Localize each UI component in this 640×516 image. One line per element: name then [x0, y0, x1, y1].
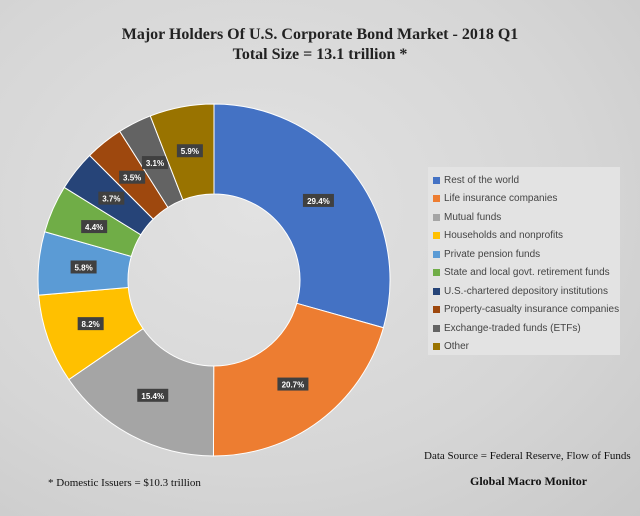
legend-swatch [433, 324, 440, 332]
data-label-box [176, 144, 203, 158]
legend-swatch [433, 232, 440, 240]
data-label-box [77, 317, 104, 331]
legend-swatch [433, 269, 440, 277]
legend-item: Rest of the world [428, 171, 620, 190]
data-label-text: 29.4% [307, 197, 330, 206]
legend-item: State and local govt. retirement funds [428, 264, 620, 283]
legend-item: Other [428, 338, 620, 357]
legend-swatch [433, 250, 440, 258]
data-label-text: 3.7% [102, 195, 120, 204]
chart-title: Major Holders Of U.S. Corporate Bond Mar… [121, 26, 519, 43]
data-label: 3.5% [119, 170, 146, 184]
data-label: 3.7% [98, 191, 125, 205]
slice-rest-of-the-world [213, 103, 391, 329]
data-label-box [302, 193, 334, 207]
legend-item: Mutual funds [428, 208, 620, 227]
legend-swatch [433, 306, 440, 314]
legend-item: Property-casualty insurance companies [428, 301, 620, 320]
legend-label: Rest of the world [444, 174, 520, 186]
data-label-box [137, 388, 169, 402]
data-label-box [81, 220, 108, 234]
data-label-box [119, 170, 146, 184]
data-label-box [141, 156, 168, 170]
legend-label: U.S.-chartered depository institutions [444, 285, 608, 297]
legend-swatch [433, 343, 440, 351]
legend-label: Property-casualty insurance companies [444, 304, 620, 316]
legend-item: Households and nonprofits [428, 227, 620, 246]
legend-swatch [433, 213, 440, 221]
legend-swatch [433, 195, 440, 203]
chart-subtitle: Total Size = 13.1 trillion * [232, 46, 408, 63]
brand-label: Global Macro Monitor [470, 474, 588, 488]
legend-label: Exchange-traded funds (ETFs) [444, 322, 581, 334]
legend-item: Exchange-traded funds (ETFs) [428, 319, 620, 338]
legend-label: Life insurance companies [444, 193, 558, 205]
legend-label: State and local govt. retirement funds [444, 267, 610, 279]
data-label-text: 3.5% [123, 174, 141, 183]
data-label-box [70, 260, 97, 274]
data-label-text: 5.8% [74, 263, 92, 272]
data-label: 29.4% [302, 193, 334, 207]
legend-item: U.S.-chartered depository institutions [428, 282, 620, 301]
data-label-text: 4.4% [85, 223, 103, 232]
legend-swatch [433, 176, 440, 184]
data-label: 3.1% [141, 156, 168, 170]
data-label: 5.9% [176, 144, 203, 158]
data-label: 20.7% [277, 377, 309, 391]
legend-swatch [433, 287, 440, 295]
data-source-note: Data Source = Federal Reserve, Flow of F… [424, 450, 631, 462]
data-label-text: 8.2% [82, 320, 100, 329]
data-label-box [277, 377, 309, 391]
data-label-text: 20.7% [282, 381, 305, 390]
data-label: 5.8% [70, 260, 97, 274]
legend-label: Other [444, 341, 470, 353]
legend-label: Private pension funds [444, 248, 541, 260]
data-label: 15.4% [137, 388, 169, 402]
legend: Rest of the world Life insurance companie… [428, 167, 620, 355]
legend-label: Households and nonprofits [444, 230, 563, 242]
legend-item: Life insurance companies [428, 190, 620, 209]
data-label-text: 15.4% [141, 392, 164, 401]
legend-label: Mutual funds [444, 211, 502, 223]
data-label: 4.4% [81, 220, 108, 234]
data-label-text: 5.9% [181, 147, 199, 156]
footnote: * Domestic Issuers = $10.3 trillion [48, 477, 201, 489]
data-label: 8.2% [77, 317, 104, 331]
data-label-text: 3.1% [146, 159, 164, 168]
data-label-box [98, 191, 125, 205]
legend-item: Private pension funds [428, 245, 620, 264]
